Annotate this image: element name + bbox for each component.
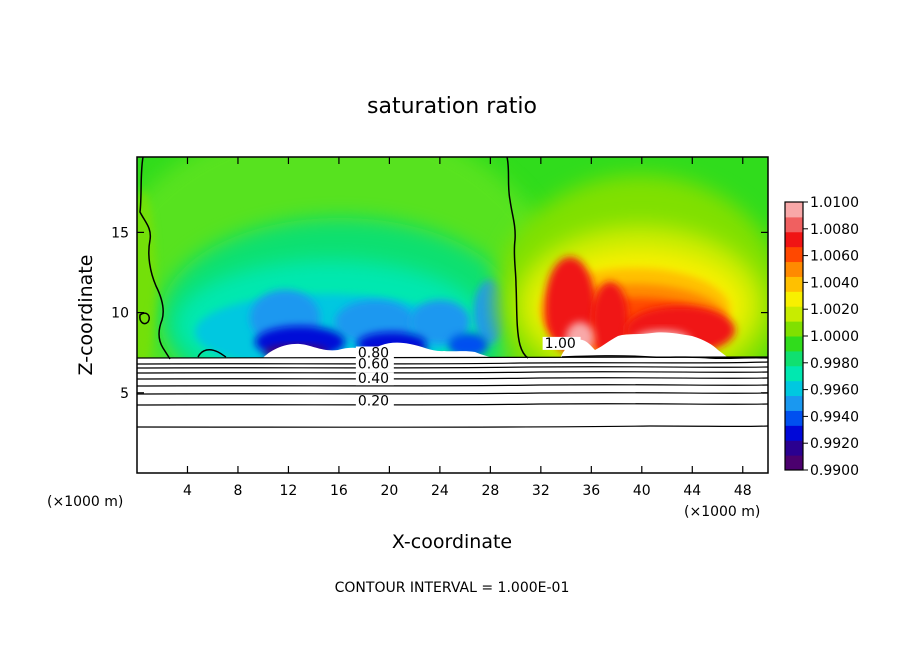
colorbar-segment [785,202,803,218]
contour-label-bg [355,394,394,408]
contour-1.00-middle [506,157,529,359]
colorbar-tick-label: 1.0100 [810,195,859,211]
colorbar-segment [785,261,803,277]
contour-label-bg [355,357,394,371]
x-tick-label: 12 [280,483,298,499]
x-unit-label-left: (×1000 m) [47,494,123,510]
colorbar-segment [785,216,803,233]
colorbar-segment [785,306,803,322]
contour-label: 0.60 [358,357,389,373]
colorbar-tick-label: 0.9900 [810,463,859,479]
contour-1.00-bump [197,348,227,358]
y-tick-label: 10 [111,306,129,322]
colorbar-segment [785,276,803,292]
contour-label-bg [355,372,394,386]
colorbar-segment [785,246,803,263]
x-tick-label: 36 [582,483,600,499]
colorbar-tick-label: 1.0080 [810,222,859,238]
colorbar-segment [785,350,803,367]
x-tick-label: 32 [532,483,550,499]
x-tick-label: 4 [183,483,192,499]
contour-label: 0.40 [358,371,389,387]
colorbar-tick-label: 0.9920 [810,436,859,452]
x-tick-label: 20 [380,483,398,499]
colorbar-tick-label: 0.9960 [810,383,859,399]
x-tick-label: 40 [633,483,651,499]
surface-contour-lines [137,356,768,428]
surface-cutout-right [560,332,730,359]
x-axis-ticks: 4 8 12 16 20 24 28 32 36 40 44 48 [183,157,752,499]
x-tick-label: 16 [330,483,348,499]
colorbar [784,201,804,471]
contour-label-bg [542,336,581,350]
x-tick-label: 44 [683,483,701,499]
colorbar-tick-label: 1.0020 [810,302,859,318]
colorbar-segment [785,410,803,426]
colorbar-tick-label: 1.0040 [810,275,859,291]
y-tick-label: 15 [111,225,129,241]
colorbar-tick-label: 1.0000 [810,329,859,345]
contour-1.00-left [139,157,171,360]
colorbar-segment [785,380,803,397]
x-tick-label: 48 [734,483,752,499]
colorbar-segment [785,291,803,307]
colorbar-segment [785,365,803,382]
plot-area [137,157,768,473]
colorbar-segment [785,425,803,441]
colorbar-tick-label: 1.0060 [810,249,859,265]
colorbar-segment [785,455,803,471]
colorbar-labels: 1.0100 1.0080 1.0060 1.0040 1.0020 1.0000 0.99… [803,195,859,479]
colorbar-tick-label: 0.9980 [810,356,859,372]
lower-layer [137,358,768,473]
contour-1.00-loop [139,312,151,325]
x-tick-label: 24 [431,483,449,499]
x-tick-label: 28 [481,483,499,499]
colorbar-segment [785,395,803,411]
colorbar-segment [785,440,803,456]
contour-label: 1.00 [545,336,576,352]
colorbar-segment [785,321,803,337]
contour-label-bg [355,346,394,360]
y-tick-label: 5 [120,386,129,402]
x-unit-label-right: (×1000 m) [684,504,760,520]
contour-label: 0.20 [358,394,389,410]
colorbar-segment [785,336,803,352]
contour-interval-note: CONTOUR INTERVAL = 1.000E-01 [335,580,570,596]
colorbar-segment [785,231,803,248]
colorbar-tick-label: 0.9940 [810,409,859,425]
contour-label: 0.80 [358,346,389,362]
x-tick-label: 8 [233,483,242,499]
y-axis-ticks: 5 10 15 [111,225,768,402]
x-axis-label: X-coordinate [392,531,512,553]
chart-title: saturation ratio [367,94,537,119]
y-axis-label: Z-coordinate [75,255,97,376]
left-edge-strip [137,190,156,370]
plot-frame [136,156,769,474]
contour-labels: 1.00 0.800.600.40 0.20 [355,336,581,410]
